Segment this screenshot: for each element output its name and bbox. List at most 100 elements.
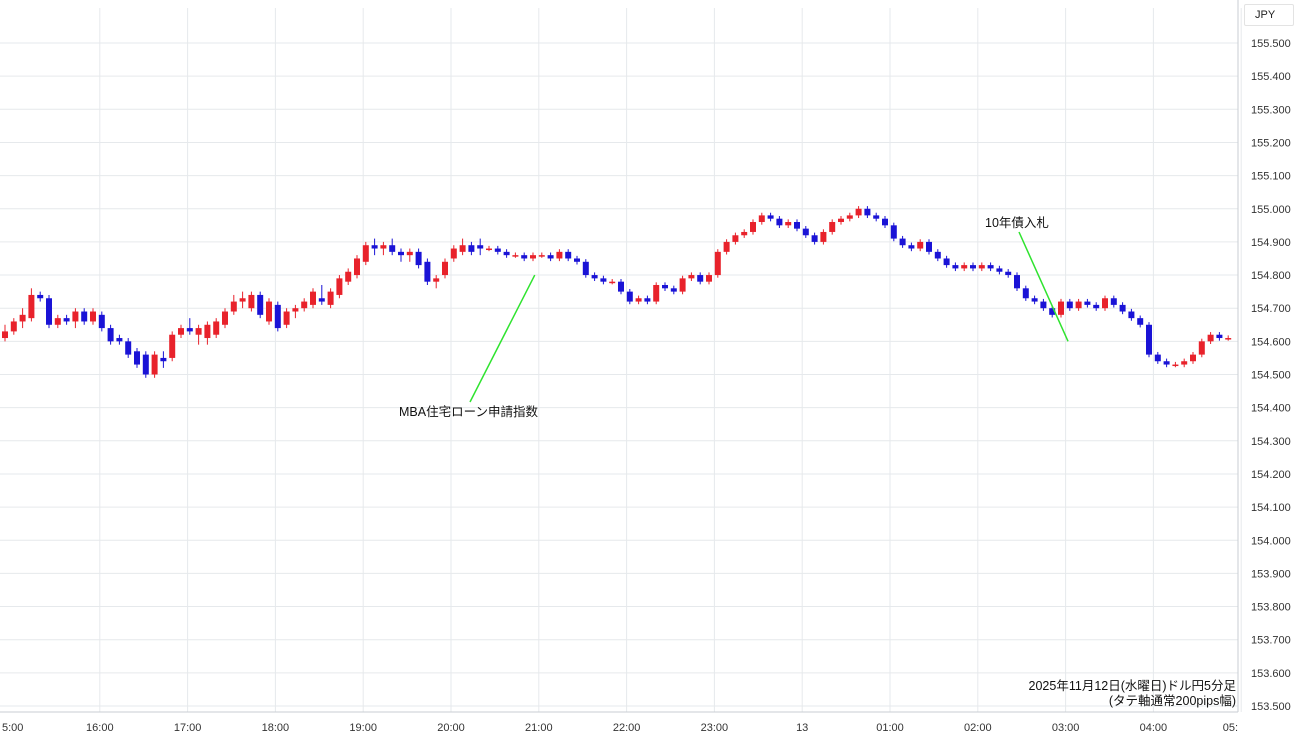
x-tick-label: 19:00 bbox=[349, 722, 377, 734]
candle-body bbox=[204, 324, 211, 339]
candle-body bbox=[283, 311, 290, 325]
y-tick-label: 155.300 bbox=[1251, 104, 1291, 116]
candle-body bbox=[292, 308, 299, 312]
candle-body bbox=[213, 321, 220, 335]
x-tick-label: 23:00 bbox=[701, 722, 729, 734]
candle-body bbox=[380, 245, 387, 249]
annotations: MBA住宅ローン申請指数 10年債入札 bbox=[399, 215, 1069, 419]
candle-body bbox=[186, 328, 193, 332]
candle-body bbox=[486, 248, 492, 251]
candle-body bbox=[230, 301, 237, 312]
candle-body bbox=[371, 245, 378, 249]
candle-body bbox=[750, 222, 756, 232]
candle-body bbox=[635, 298, 642, 302]
candle-body bbox=[459, 245, 466, 252]
candle-body bbox=[10, 321, 17, 332]
candle-body bbox=[934, 251, 941, 259]
candle-body bbox=[37, 294, 44, 299]
y-tick-label: 155.400 bbox=[1251, 71, 1291, 83]
candle-body bbox=[512, 255, 519, 257]
candle-body bbox=[794, 222, 800, 229]
candle-body bbox=[1084, 301, 1091, 305]
candle-body bbox=[943, 258, 950, 266]
candle-body bbox=[1198, 341, 1205, 355]
candle-body bbox=[415, 251, 422, 266]
candle-body bbox=[1075, 301, 1082, 309]
candle-body bbox=[301, 301, 308, 309]
x-tick-label: 16:00 bbox=[86, 722, 114, 734]
y-tick-label: 154.500 bbox=[1251, 370, 1291, 382]
candle-body bbox=[248, 294, 255, 309]
candle-body bbox=[178, 328, 184, 335]
candle-body bbox=[345, 271, 352, 282]
candle-body bbox=[952, 265, 959, 269]
candle-body bbox=[81, 311, 88, 322]
candle-body bbox=[195, 328, 202, 335]
y-tick-label: 153.600 bbox=[1251, 668, 1291, 680]
candle-body bbox=[1216, 334, 1223, 339]
candle-body bbox=[802, 228, 809, 236]
candle-body bbox=[266, 301, 272, 322]
candle-body bbox=[846, 215, 853, 219]
candle-body bbox=[741, 231, 748, 236]
candle-body bbox=[46, 298, 52, 325]
candle-body bbox=[1066, 301, 1073, 309]
candle-body bbox=[767, 215, 774, 219]
candle-body bbox=[829, 222, 836, 232]
candle-body bbox=[1040, 301, 1047, 309]
candle-body bbox=[1031, 298, 1038, 302]
candle-body bbox=[714, 251, 721, 276]
y-tick-label: 153.800 bbox=[1251, 602, 1291, 614]
candle-body bbox=[556, 251, 563, 259]
candle-body bbox=[98, 314, 105, 329]
candle-body bbox=[609, 281, 616, 284]
y-tick-label: 154.600 bbox=[1251, 336, 1291, 348]
candle-body bbox=[978, 265, 985, 269]
candle-body bbox=[538, 255, 545, 257]
candle-body bbox=[1154, 354, 1161, 362]
candle-body bbox=[151, 354, 158, 375]
candle-body bbox=[600, 278, 607, 282]
candle-body bbox=[723, 241, 730, 252]
candle-body bbox=[1005, 271, 1012, 276]
candle-body bbox=[697, 275, 704, 282]
x-tick-label: 02:00 bbox=[964, 722, 992, 734]
candle-body bbox=[1049, 308, 1056, 315]
candle-body bbox=[134, 351, 140, 365]
candle-body bbox=[1146, 324, 1152, 355]
annotation-label-auction: 10年債入札 bbox=[985, 215, 1049, 230]
candle-body bbox=[494, 248, 501, 252]
candle-body bbox=[310, 291, 316, 305]
candle-body bbox=[1137, 318, 1144, 325]
candle-body bbox=[653, 284, 660, 302]
candle-body bbox=[424, 261, 431, 282]
y-tick-label: 154.000 bbox=[1251, 535, 1291, 547]
y-tick-label: 154.400 bbox=[1251, 403, 1291, 415]
candle-body bbox=[1207, 334, 1214, 342]
candle-body bbox=[125, 341, 132, 355]
candle-body bbox=[239, 298, 246, 302]
candle-body bbox=[987, 265, 994, 269]
candle-body bbox=[776, 218, 783, 226]
x-tick-label: 05: bbox=[1223, 722, 1238, 734]
candle-body bbox=[90, 311, 96, 322]
x-tick-label: 17:00 bbox=[174, 722, 202, 734]
candle-body bbox=[450, 248, 457, 259]
y-tick-label: 155.100 bbox=[1251, 171, 1291, 183]
candle-body bbox=[442, 261, 448, 276]
x-tick-label: 04:00 bbox=[1140, 722, 1168, 734]
candle-body bbox=[28, 294, 35, 319]
x-tick-label: 21:00 bbox=[525, 722, 553, 734]
candle-body bbox=[503, 251, 510, 256]
candle-body bbox=[785, 222, 792, 226]
candle-body bbox=[591, 275, 598, 279]
candle-body bbox=[1014, 275, 1020, 289]
candle-body bbox=[706, 275, 712, 282]
candle-body bbox=[970, 265, 976, 269]
candle-body bbox=[899, 238, 906, 246]
candle-body bbox=[758, 215, 765, 223]
x-tick-label: 18:00 bbox=[262, 722, 290, 734]
candle-body bbox=[336, 278, 343, 295]
candle-body bbox=[679, 278, 686, 292]
candle-body bbox=[398, 251, 404, 256]
